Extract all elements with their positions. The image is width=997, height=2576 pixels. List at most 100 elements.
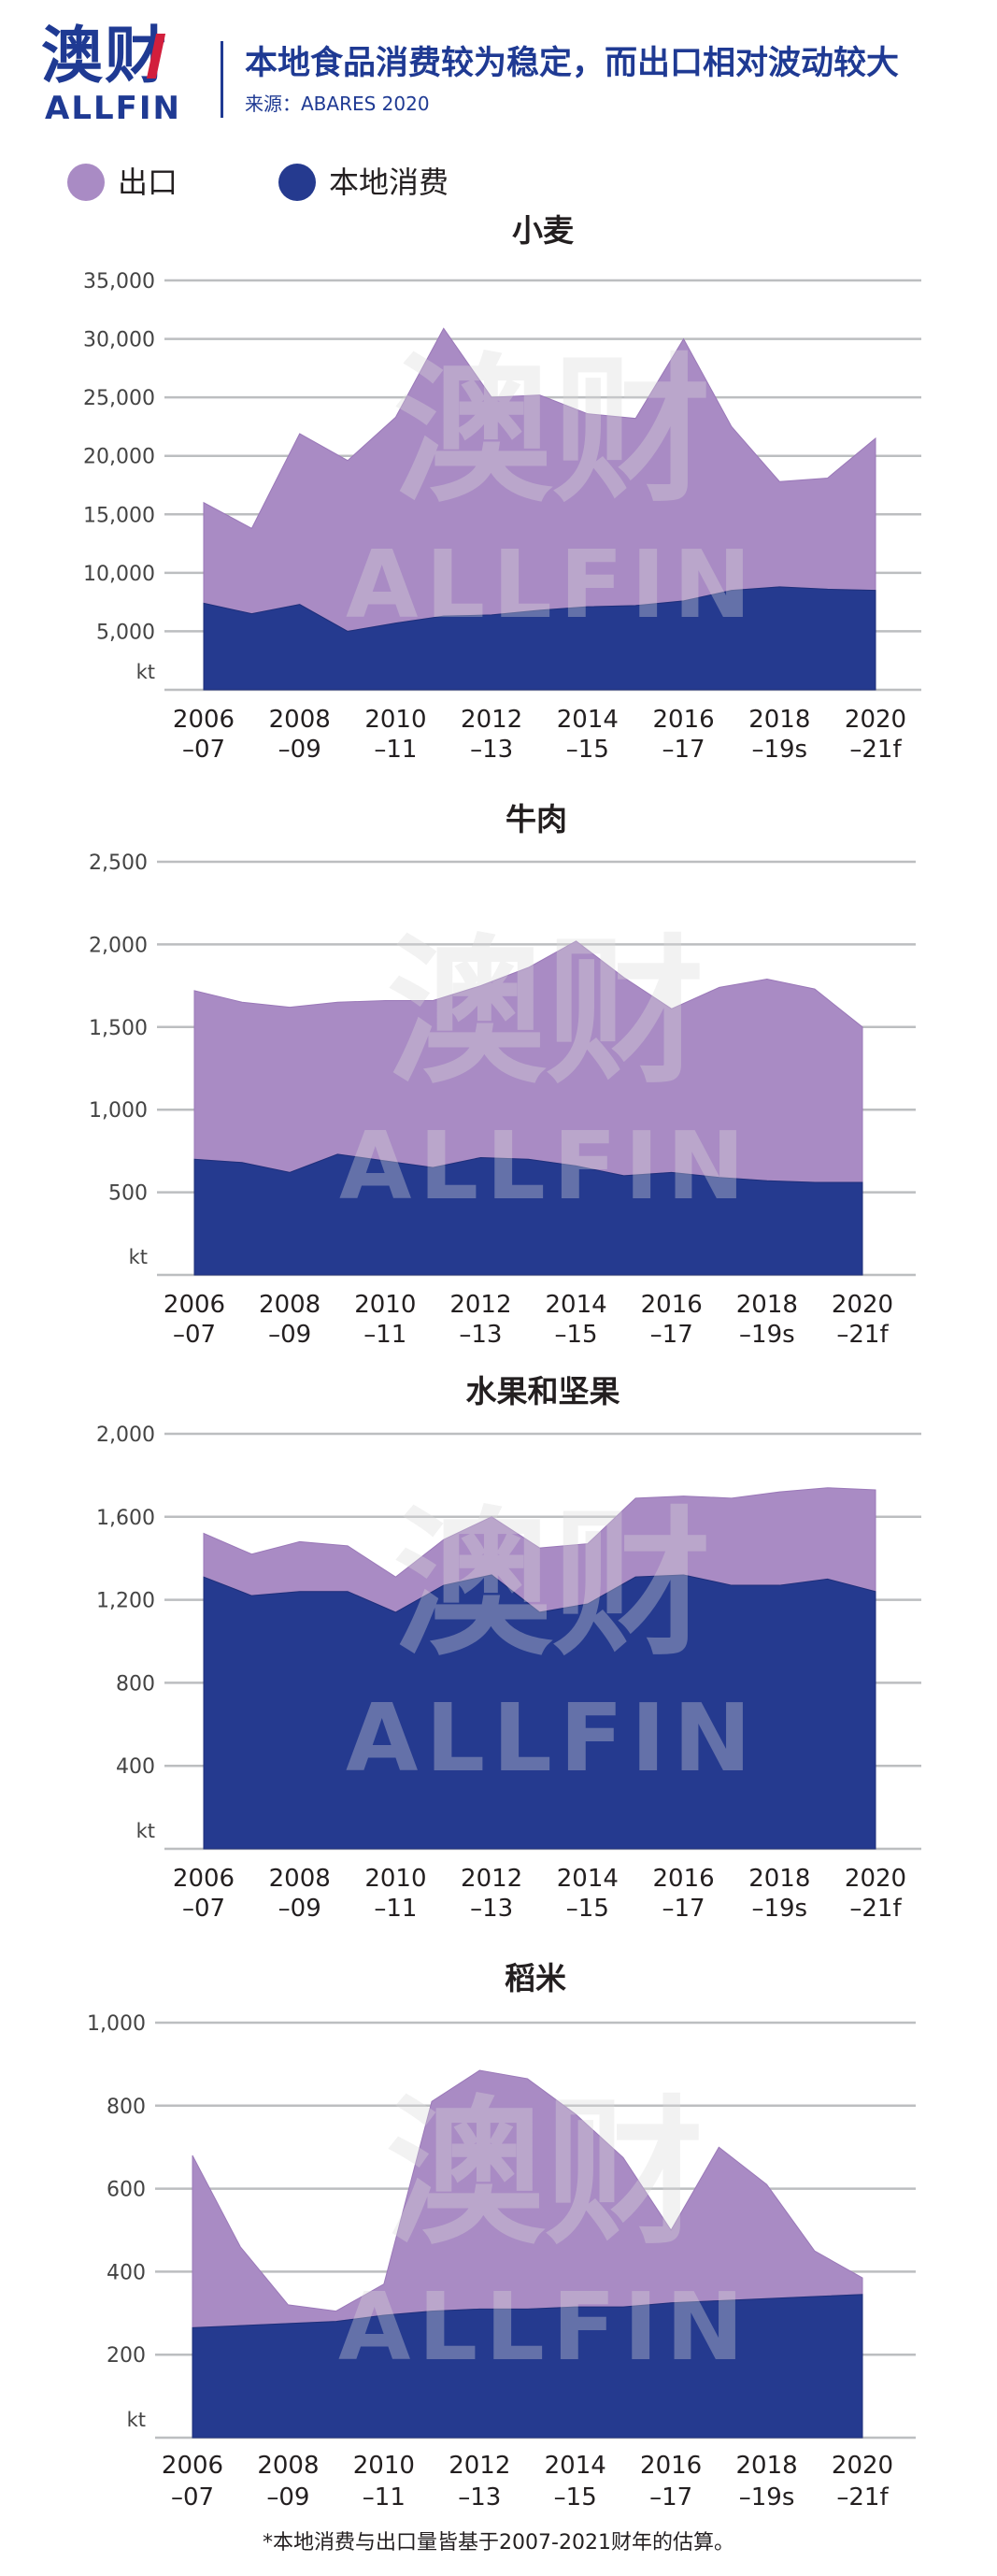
chart-beef: 牛肉5001,0001,5002,0002,500kt澳财ALLFIN2006–…	[89, 801, 916, 1349]
chart-title-wheat: 小麦	[512, 212, 574, 249]
legend: 出口 本地消费	[67, 159, 908, 206]
watermark-en: ALLFIN	[339, 1111, 752, 1221]
x-tick-sublabel: –21f	[836, 1321, 889, 1349]
y-tick-label: 35,000	[83, 270, 155, 293]
area-local-wheat	[203, 586, 876, 691]
y-tick-label: 2,000	[89, 934, 148, 957]
x-tick-label: 2010	[364, 1865, 426, 1893]
x-tick-sublabel: –07	[182, 1895, 225, 1923]
x-tick-label: 2006	[173, 1865, 235, 1893]
allfin-logo: 澳财 ALLFIN	[41, 20, 191, 127]
y-tick-label: 2,000	[96, 1424, 155, 1447]
page-title: 本地食品消费较为稳定，而出口相对波动较大	[245, 45, 900, 82]
y-tick-label: 800	[116, 1672, 155, 1696]
legend-label-export: 出口	[118, 165, 178, 200]
x-tick-sublabel: –21f	[849, 736, 902, 764]
watermark-en: ALLFIN	[346, 530, 759, 639]
legend-swatch-local	[278, 164, 316, 201]
x-tick-label: 2006	[164, 1291, 225, 1319]
x-tick-sublabel: –15	[566, 736, 609, 764]
y-tick-label: 20,000	[83, 446, 155, 469]
y-tick-label: 15,000	[83, 504, 155, 527]
x-tick-label: 2018	[735, 2452, 797, 2480]
y-tick-label: 5,000	[96, 621, 155, 644]
x-tick-sublabel: –07	[182, 736, 225, 764]
y-tick-label: 800	[107, 2096, 146, 2119]
y-tick-label: 1,000	[87, 2012, 146, 2036]
chart-title-rice: 稻米	[505, 1960, 566, 1996]
x-tick-sublabel: –13	[470, 736, 513, 764]
y-tick-label: 200	[107, 2344, 146, 2368]
y-unit-label: kt	[127, 2409, 146, 2431]
x-tick-sublabel: –09	[268, 1321, 311, 1349]
x-tick-label: 2008	[269, 1865, 331, 1893]
x-tick-sublabel: –09	[278, 1895, 321, 1923]
y-tick-label: 400	[116, 1755, 155, 1779]
x-tick-label: 2006	[173, 706, 235, 734]
y-tick-label: 1,500	[89, 1017, 148, 1040]
x-tick-label: 2008	[269, 706, 331, 734]
x-tick-label: 2010	[353, 2452, 415, 2480]
header: 澳财 ALLFIN 本地食品消费较为稳定，而出口相对波动较大 来源：ABARES…	[0, 0, 997, 131]
y-tick-label: 10,000	[83, 563, 155, 586]
x-tick-label: 2016	[640, 2452, 702, 2480]
x-tick-sublabel: –21f	[836, 2483, 889, 2512]
x-tick-sublabel: –07	[171, 2483, 214, 2512]
x-tick-label: 2020	[832, 2452, 893, 2480]
x-tick-label: 2012	[449, 1291, 511, 1319]
source-note: 来源：ABARES 2020	[245, 93, 430, 115]
x-tick-sublabel: –11	[374, 1895, 417, 1923]
footnote: *本地消费与出口量皆基于2007-2021财年的估算。	[263, 2531, 734, 2555]
y-tick-label: 600	[107, 2179, 146, 2202]
y-tick-label: 500	[108, 1182, 148, 1206]
x-tick-label: 2006	[162, 2452, 223, 2480]
logo-english-text: ALLFIN	[45, 90, 181, 127]
x-tick-label: 2014	[557, 1865, 619, 1893]
logo-chinese-text: 澳财	[41, 20, 168, 92]
x-tick-sublabel: –17	[650, 1321, 693, 1349]
y-tick-label: 2,500	[89, 852, 148, 875]
x-tick-label: 2012	[461, 706, 522, 734]
chart-title-beef: 牛肉	[506, 801, 567, 837]
x-tick-label: 2016	[652, 706, 714, 734]
x-tick-label: 2018	[736, 1291, 798, 1319]
x-tick-sublabel: –17	[649, 2483, 692, 2512]
x-tick-sublabel: –11	[363, 1321, 406, 1349]
watermark-cn: 澳财	[387, 921, 705, 1106]
x-tick-sublabel: –19s	[739, 1321, 795, 1349]
x-tick-sublabel: –09	[266, 2483, 309, 2512]
x-tick-sublabel: –15	[555, 1321, 598, 1349]
x-tick-label: 2018	[748, 1865, 810, 1893]
y-tick-label: 1,200	[96, 1590, 155, 1613]
x-tick-sublabel: –11	[374, 736, 417, 764]
y-tick-label: 25,000	[83, 387, 155, 410]
x-tick-label: 2008	[259, 1291, 320, 1319]
x-tick-label: 2012	[461, 1865, 522, 1893]
watermark-cn: 澳财	[386, 2082, 704, 2267]
x-tick-label: 2020	[845, 1865, 906, 1893]
y-tick-label: 1,000	[89, 1099, 148, 1123]
x-tick-sublabel: –19s	[751, 1895, 807, 1923]
y-tick-label: 400	[107, 2261, 146, 2284]
x-tick-sublabel: –15	[554, 2483, 597, 2512]
area-local-beef	[193, 1153, 863, 1276]
x-tick-label: 2016	[641, 1291, 703, 1319]
x-tick-label: 2010	[364, 706, 426, 734]
watermark-cn: 澳财	[393, 339, 711, 524]
x-tick-sublabel: –13	[458, 2483, 501, 2512]
area-local-fruit-nuts	[203, 1574, 876, 1850]
x-tick-sublabel: –15	[566, 1895, 609, 1923]
x-tick-label: 2012	[449, 2452, 510, 2480]
watermark-en: ALLFIN	[346, 1683, 759, 1793]
y-unit-label: kt	[129, 1246, 148, 1268]
x-tick-sublabel: –11	[363, 2483, 406, 2512]
x-tick-sublabel: –09	[278, 736, 321, 764]
legend-swatch-export	[67, 164, 105, 201]
x-tick-sublabel: –17	[662, 1895, 705, 1923]
x-tick-sublabel: –21f	[849, 1895, 902, 1923]
x-tick-sublabel: –07	[173, 1321, 216, 1349]
x-tick-label: 2014	[545, 2452, 606, 2480]
x-tick-label: 2016	[652, 1865, 714, 1893]
